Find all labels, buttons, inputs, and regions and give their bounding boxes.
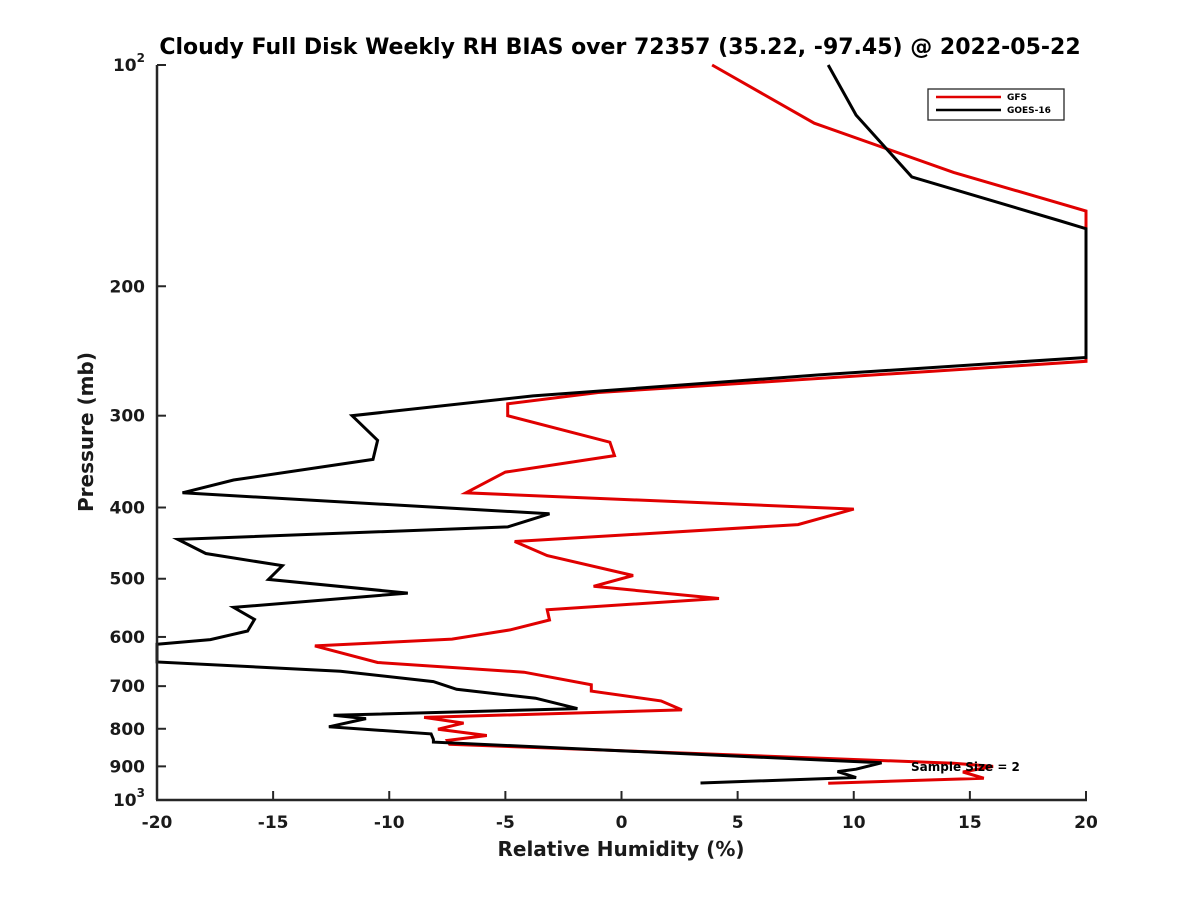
x-tick-label: -20 — [142, 813, 173, 833]
chart-title: Cloudy Full Disk Weekly RH BIAS over 723… — [159, 35, 1080, 60]
legend-label-gfs: GFS — [1007, 93, 1027, 103]
y-tick-label: 102 — [113, 51, 145, 76]
x-tick-label: 15 — [958, 813, 982, 833]
y-tick-label: 300 — [110, 407, 146, 427]
y-ticks: 102 200 300 400 500 600 700 800 900 103 — [110, 51, 166, 811]
legend-box — [927, 88, 1065, 121]
y-tick-label: 700 — [110, 677, 146, 697]
x-tick-label: 5 — [732, 813, 744, 833]
y-tick-label: 103 — [113, 786, 145, 811]
x-axis-label: Relative Humidity (%) — [497, 837, 744, 861]
y-axis-label: Pressure (mb) — [74, 352, 98, 512]
y-tick-label: 600 — [110, 628, 146, 648]
series-line-gfs — [314, 63, 1088, 785]
x-tick-label: 0 — [616, 813, 628, 833]
y-tick-label: 900 — [110, 757, 146, 777]
x-ticks: -20 -15 -10 -5 0 5 10 15 20 — [142, 791, 1098, 833]
x-tick-label: -5 — [496, 813, 515, 833]
series-line-goes16 — [155, 64, 1088, 785]
x-tick-label: 10 — [842, 813, 866, 833]
plot-area: -20 -15 -10 -5 0 5 10 15 20 102 200 300 400 500 600 70… — [110, 51, 1098, 833]
x-tick-label: 20 — [1074, 813, 1098, 833]
y-tick-label: 400 — [110, 499, 146, 519]
legend: GFS GOES-16 — [927, 88, 1065, 121]
legend-label-goes16: GOES-16 — [1007, 106, 1051, 116]
sample-size-annotation: Sample Size = 2 — [911, 760, 1020, 774]
y-tick-label: 500 — [110, 570, 146, 590]
y-tick-label: 800 — [110, 720, 146, 740]
y-tick-label: 200 — [110, 277, 146, 297]
series-layer — [155, 63, 1088, 785]
x-tick-label: -10 — [374, 813, 405, 833]
x-tick-label: -15 — [258, 813, 289, 833]
